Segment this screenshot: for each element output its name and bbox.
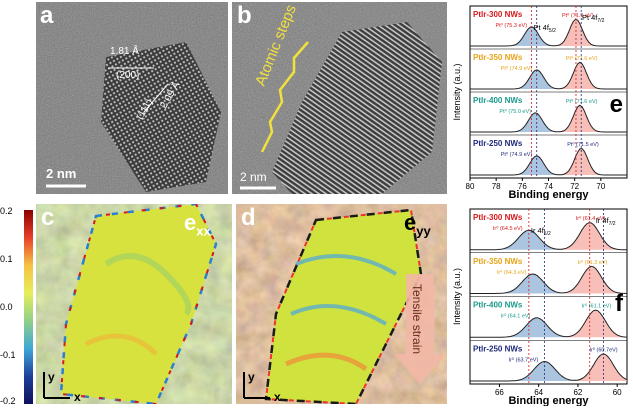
spectrum-line	[470, 104, 627, 133]
strain-map-c	[36, 204, 232, 404]
peak-label-right: Pt⁰ (71.9 eV)	[562, 12, 594, 19]
y-axis-label: Intensity (a.u.)	[452, 268, 462, 325]
series-label: PtIr-400 NWs	[473, 301, 523, 310]
peak-label-left: Ir⁰ (64.5 eV)	[493, 225, 523, 232]
series-label: PtIr-350 NWs	[473, 53, 523, 62]
x-axis-label: Binding energy	[508, 395, 589, 406]
peak-fill-left	[470, 274, 627, 294]
tensile-strain-label: Tensile strain	[410, 284, 424, 355]
orbital-label-right: Pt 4f7/2	[582, 13, 605, 24]
colorbar-tick: 0.1	[0, 254, 13, 264]
peak-label-right: Ir⁰ (61.3 eV)	[578, 259, 608, 266]
strain-label-exx: exx	[184, 210, 211, 239]
peak-label-right: Ir⁰ (61.4 eV)	[576, 215, 606, 222]
series-label: PtIr-350 NWs	[473, 257, 523, 266]
tem-panel-a: a 1.81 Å (200) 2.09 Å (111) 2 nm	[36, 2, 228, 194]
tensile-strain-arrow	[394, 274, 446, 384]
strain-panel-d: d eyy Tensile strain y x	[236, 204, 447, 404]
panel-letter-f: f	[615, 290, 624, 317]
peak-label-left: Pt⁰ (74.9 eV)	[501, 151, 533, 158]
tem-image-b	[232, 2, 447, 194]
x-axis-label: Binding energy	[508, 189, 589, 200]
spectrum-line	[470, 148, 627, 176]
peak-label-right: Pt⁰ (71.6 eV)	[566, 98, 598, 105]
peak-label-right: Pt⁰ (71.5 eV)	[567, 141, 599, 148]
colorbar-tick: -0.1	[0, 350, 16, 360]
spectrum-line	[470, 18, 627, 47]
tem-panel-b: b Atomic steps 2 nm	[232, 2, 447, 194]
orbital-label-right: Ir 4f7/2	[596, 216, 616, 227]
spectrum-line	[470, 353, 628, 382]
panel-letter-c: c	[41, 204, 55, 231]
colorbar-tick: -0.2	[0, 396, 16, 406]
strain-panel-c: c exx y x	[36, 204, 232, 404]
peak-fill-left	[470, 361, 627, 381]
peak-fill-left	[470, 155, 627, 175]
xps-chart-e: PtIr-300 NWs Pt⁰ (75.3 eV) Pt⁰ (71.9 eV) Pt…	[448, 0, 633, 201]
orbital-label-left: Ir 4f5/2	[531, 226, 551, 237]
peak-fill-right	[470, 266, 627, 294]
axis-y-label: y	[48, 370, 55, 384]
series-label: PtIr-300 NWs	[473, 213, 523, 222]
x-tick-label: 78	[492, 182, 501, 191]
peak-label-left: Ir⁰ (64.3 eV)	[497, 269, 527, 276]
spacing-label-1: 1.81 Å	[110, 46, 139, 57]
spectrum-line	[470, 222, 627, 251]
x-tick-label: 80	[466, 182, 475, 191]
scale-bar-label-a: 2 nm	[46, 166, 77, 181]
strain-map-d	[236, 204, 447, 404]
axis-x-label: x	[74, 390, 81, 404]
peak-fill-right	[470, 105, 627, 132]
colorbar-tick: 0.2	[0, 206, 13, 216]
axis-y-label: y	[248, 370, 255, 384]
spectrum-line	[470, 265, 628, 294]
panel-letter-b: b	[237, 2, 252, 29]
panel-letter-e: e	[610, 91, 623, 118]
x-tick-label: 76	[518, 182, 527, 191]
plane-label-1: (200)	[116, 70, 140, 81]
peak-label-right: Ir⁰ (61.1 eV)	[582, 303, 612, 310]
xps-chart-f-svg: PtIr-300 NWs Ir⁰ (64.5 eV) Ir⁰ (61.4 eV) Pt…	[452, 208, 628, 407]
x-tick-label: 64	[534, 388, 543, 397]
series-label: PtIr-250 NWs	[473, 139, 523, 148]
peak-fill-right	[470, 148, 627, 175]
peak-label-left: Ir⁰ (63.7 eV)	[509, 356, 539, 363]
x-tick-label: 72	[570, 182, 579, 191]
peak-label-right: Pt⁰ (71.6 eV)	[566, 55, 598, 62]
tem-image-a	[36, 2, 228, 194]
spectrum-line	[470, 61, 627, 90]
y-axis-label: Intensity (a.u.)	[452, 63, 462, 120]
x-tick-label: 74	[544, 182, 553, 191]
x-tick-label: 66	[495, 388, 504, 397]
panel-letter-a: a	[40, 2, 54, 29]
peak-label-left: Ir⁰ (64.1 eV)	[501, 313, 531, 320]
peak-fill-left	[470, 69, 627, 89]
peak-fill-right	[470, 62, 627, 89]
colorbar-gradient	[24, 210, 33, 404]
peak-label-left: Pt⁰ (75.0 eV)	[499, 108, 531, 115]
series-label: PtIr-300 NWs	[473, 10, 523, 19]
colorbar: 0.2 0.1 0.0 -0.1 -0.2	[0, 206, 34, 406]
panel-letter-d: d	[241, 204, 256, 231]
series-label: PtIr-250 NWs	[473, 344, 523, 353]
peak-label-left: Pt⁰ (74.9 eV)	[501, 65, 533, 72]
x-tick-label: 70	[596, 182, 605, 191]
peak-fill-right	[470, 222, 627, 250]
atomic-steps-trace	[260, 41, 309, 153]
scale-bar-label-b: 2 nm	[240, 170, 267, 184]
axis-x-label: x	[274, 390, 281, 404]
x-tick-label: 60	[613, 388, 622, 397]
x-tick-label: 62	[573, 388, 582, 397]
peak-fill-right	[470, 310, 627, 338]
peak-label-left: Pt⁰ (75.3 eV)	[495, 22, 527, 29]
orbital-label-left: Pt 4f5/2	[533, 23, 556, 34]
strain-label-eyy: eyy	[404, 210, 431, 239]
spectrum-line	[470, 309, 628, 338]
colorbar-tick: 0.0	[0, 302, 13, 312]
xps-chart-f: PtIr-300 NWs Ir⁰ (64.5 eV) Ir⁰ (61.4 eV) Pt…	[448, 203, 633, 407]
series-label: PtIr-400 NWs	[473, 96, 523, 105]
